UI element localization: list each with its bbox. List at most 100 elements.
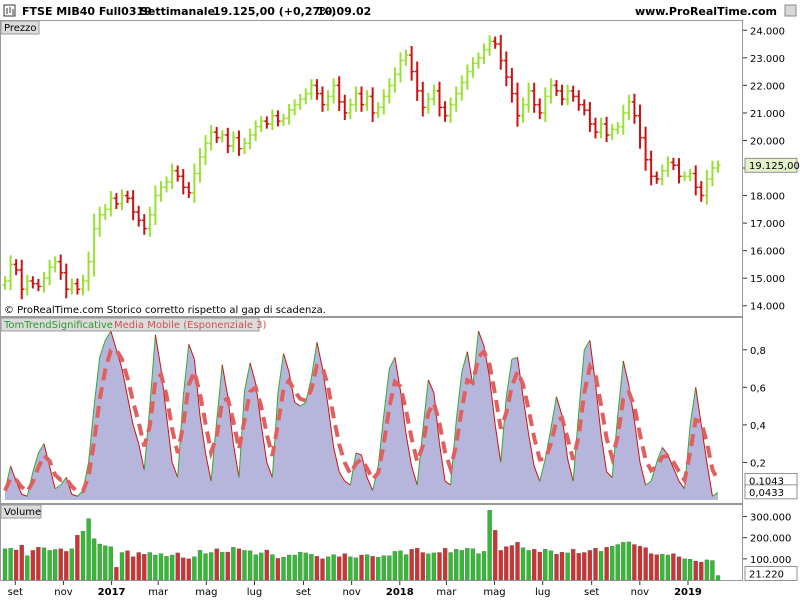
volume-bar	[337, 556, 342, 581]
volume-bar	[247, 550, 253, 581]
volume-bar	[364, 554, 370, 581]
x-tick-label: lug	[535, 587, 550, 598]
indicator-tick-label: 0,4	[750, 421, 766, 432]
trend-line-segment	[149, 334, 156, 407]
price-tick-label: 24.000	[750, 26, 785, 37]
site-url[interactable]: www.ProRealTime.com	[635, 5, 777, 18]
trend-line-segment	[667, 454, 674, 469]
volume-bar	[114, 567, 119, 581]
trend-line-segment	[294, 401, 301, 407]
trend-line-segment	[578, 349, 585, 412]
trend-line-segment	[37, 443, 45, 454]
trend-line-segment	[121, 368, 129, 397]
volume-bar	[370, 556, 375, 581]
trend-line-segment	[594, 383, 602, 435]
volume-bar	[197, 550, 203, 581]
trend-line-segment	[461, 351, 468, 373]
volume-bar	[559, 551, 565, 581]
volume-bar	[498, 550, 503, 581]
volume-bar	[103, 545, 108, 581]
volume-bar	[682, 558, 687, 581]
trend-line-segment	[516, 357, 524, 397]
volume-bar	[286, 554, 292, 581]
volume-bar	[610, 545, 615, 581]
trend-line-segment	[205, 452, 212, 482]
volume-bar	[80, 531, 86, 581]
volume-bar	[403, 554, 409, 581]
x-tick-label: mar	[148, 587, 169, 598]
trend-line-segment	[21, 493, 28, 497]
volume-bar	[214, 548, 219, 581]
trend-line-segment	[444, 480, 451, 486]
trend-line-segment	[383, 368, 390, 416]
volume-bar	[220, 551, 225, 581]
trend-line-segment	[405, 434, 413, 467]
trend-line-segment	[166, 415, 173, 463]
trend-line-segment	[54, 484, 61, 490]
x-tick-label: 2017	[98, 587, 126, 598]
volume-bars	[2, 510, 721, 581]
volume-bar	[537, 551, 542, 581]
volume-bar	[36, 547, 41, 581]
volume-bar	[91, 538, 97, 581]
volume-bar	[576, 553, 581, 581]
volume-bar	[398, 550, 403, 581]
trend-line-segment	[338, 471, 346, 482]
volume-bar	[13, 549, 19, 581]
volume-bar	[25, 555, 30, 581]
trend-line-segment	[494, 424, 502, 463]
trend-line-segment	[567, 458, 574, 482]
price-tick-label: 16.000	[750, 247, 785, 258]
volume-bar	[548, 550, 554, 581]
price-tick-label: 23.000	[750, 54, 785, 65]
volume-bar	[47, 550, 52, 581]
volume-bar	[119, 552, 125, 581]
trend-line-segment	[533, 466, 541, 482]
trend-line-segment	[104, 330, 112, 341]
volume-bar	[431, 552, 437, 581]
trend-line-segment	[132, 424, 140, 444]
volume-bar	[426, 553, 431, 581]
trend-line-segment	[260, 424, 268, 463]
volume-bar	[476, 553, 481, 581]
trend-line-segment	[32, 452, 39, 472]
chart-type-icon[interactable]	[3, 4, 16, 17]
trend-line-segment	[110, 330, 117, 350]
volume-bar	[242, 550, 247, 581]
volume-bar	[415, 548, 420, 581]
volume-bar	[387, 555, 392, 581]
volume-bar	[409, 549, 414, 581]
trend-line-segment	[633, 421, 641, 463]
volume-bar	[203, 553, 208, 581]
trend-line-segment	[489, 377, 496, 425]
volume-bar	[582, 552, 587, 581]
volume-bar	[292, 554, 297, 581]
indicator-label-1: TomTrendSignificative	[3, 320, 113, 331]
trend-line-segment	[522, 396, 530, 435]
volume-bar	[314, 556, 320, 581]
volume-bar	[130, 556, 136, 581]
volume-bar	[565, 552, 570, 581]
price-change: 19.125,00 (+0,27%)	[213, 5, 336, 18]
trend-line-segment	[678, 480, 685, 490]
trend-line-segment	[355, 452, 362, 456]
price-tick-label: 14.000	[750, 302, 785, 313]
volume-bar	[481, 551, 487, 581]
x-tick-label: set	[296, 587, 311, 598]
volume-bar	[64, 551, 69, 581]
trend-line-segment	[422, 379, 429, 431]
trend-line-segment	[622, 360, 630, 386]
volume-bar	[626, 541, 632, 581]
volume-bar	[325, 556, 331, 581]
trend-last-value-box	[744, 484, 798, 500]
volume-bar	[169, 554, 175, 581]
volume-last-value: 21.220	[749, 570, 784, 581]
volume-bar	[687, 559, 693, 581]
price-tick-label: 15.000	[750, 274, 785, 285]
trend-line-segment	[528, 434, 535, 467]
trend-line-segment	[305, 377, 312, 403]
volume-bar	[41, 547, 47, 581]
trend-line-segment	[472, 330, 479, 386]
settings-icon[interactable]	[784, 4, 797, 17]
